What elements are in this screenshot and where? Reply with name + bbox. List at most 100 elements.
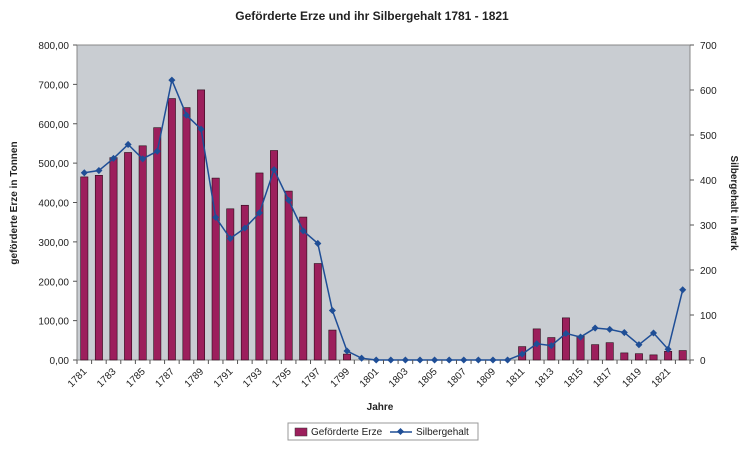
bar: [94, 175, 103, 361]
line-marker: [416, 356, 424, 364]
bar: [313, 263, 322, 361]
line-marker: [679, 286, 687, 294]
line-marker: [168, 76, 176, 84]
x-tick-label: 1799: [329, 366, 353, 390]
y2-tick-label: 100: [700, 311, 717, 322]
y2-tick-label: 700: [700, 41, 717, 52]
x-tick-label: 1793: [241, 366, 265, 390]
line-marker: [504, 356, 512, 364]
y2-tick-label: 600: [700, 86, 717, 97]
legend-label-bar: Geförderte Erze: [311, 427, 383, 438]
x-tick-label: 1805: [416, 366, 440, 390]
line-marker: [139, 155, 147, 163]
bar: [605, 342, 614, 361]
bar: [109, 157, 118, 361]
y-axis-label: geförderte Erze in Tonnen: [9, 141, 20, 264]
y2-tick-label: 200: [700, 266, 717, 277]
line-marker: [212, 213, 220, 221]
x-tick-label: 1801: [358, 366, 382, 390]
bar: [167, 98, 176, 361]
bar: [240, 204, 249, 361]
bar: [299, 216, 308, 361]
x-tick-label: 1781: [66, 366, 90, 390]
line-marker: [343, 347, 351, 355]
y2-tick-label: 0: [700, 356, 706, 367]
x-tick-label: 1819: [621, 366, 645, 390]
legend: Geförderte Erze Silbergehalt: [287, 422, 479, 441]
y2-tick-label: 500: [700, 131, 717, 142]
line-marker: [255, 209, 263, 217]
y-tick-label: 100,00: [38, 317, 69, 328]
line-marker: [460, 356, 468, 364]
chart-title: Geförderte Erze und ihr Silbergehalt 178…: [235, 9, 509, 23]
line-marker: [474, 356, 482, 364]
legend-marker-line: [396, 427, 405, 436]
bar: [182, 107, 191, 361]
bar: [80, 176, 89, 361]
bar: [620, 352, 629, 361]
bar: [153, 127, 162, 361]
bar: [649, 354, 658, 361]
line-marker: [591, 324, 599, 332]
bar: [284, 190, 293, 361]
y-tick-label: 500,00: [38, 159, 69, 170]
bar: [591, 344, 600, 361]
line-marker: [124, 140, 132, 148]
line-marker: [314, 239, 322, 247]
x-tick-label: 1789: [183, 366, 207, 390]
line-marker: [241, 224, 249, 232]
x-tick-label: 1813: [533, 366, 557, 390]
y2-tick-label: 400: [700, 176, 717, 187]
y-tick-label: 400,00: [38, 199, 69, 210]
line-marker: [649, 329, 658, 337]
x-tick-label: 1795: [270, 366, 294, 390]
line-marker: [299, 227, 307, 235]
x-tick-label: 1817: [591, 366, 615, 390]
x-tick-label: 1807: [445, 366, 469, 390]
x-tick-label: 1815: [562, 366, 586, 390]
legend-swatch-bar: [294, 427, 308, 437]
x-tick-label: 1787: [153, 366, 177, 390]
bar: [211, 177, 220, 361]
line-marker: [328, 306, 336, 315]
legend-label-line: Silbergehalt: [416, 427, 469, 438]
line-marker: [431, 356, 439, 364]
line-marker: [664, 345, 672, 353]
y-tick-label: 0,00: [50, 356, 70, 367]
y-tick-label: 200,00: [38, 277, 69, 288]
y-tick-label: 300,00: [38, 238, 69, 249]
line-marker: [401, 356, 409, 364]
bar: [343, 353, 351, 361]
line-marker: [620, 329, 628, 337]
line-marker: [577, 333, 585, 341]
x-tick-label: 1821: [650, 366, 674, 390]
line-marker: [226, 234, 234, 243]
line-marker: [489, 356, 497, 364]
x-axis-label: Jahre: [367, 402, 394, 413]
line-marker: [518, 350, 526, 358]
line-marker: [285, 196, 293, 204]
x-tick-label: 1803: [387, 366, 411, 390]
line-marker: [372, 356, 380, 364]
bar: [226, 208, 235, 361]
bar: [328, 329, 337, 361]
x-tick-label: 1809: [475, 366, 499, 390]
bar: [197, 89, 206, 361]
line-marker: [270, 166, 278, 174]
line-marker: [95, 167, 103, 175]
x-tick-label: 1783: [95, 366, 119, 390]
line-marker: [533, 340, 541, 348]
x-tick-label: 1811: [504, 366, 527, 389]
x-tick-label: 1791: [212, 366, 236, 390]
line-marker: [358, 354, 366, 362]
line-marker: [153, 147, 161, 155]
line-marker: [562, 329, 570, 337]
y-tick-label: 700,00: [38, 80, 69, 91]
x-tick-label: 1797: [299, 366, 323, 390]
y-tick-label: 800,00: [38, 41, 69, 52]
line-marker: [109, 154, 118, 162]
line-marker: [635, 341, 643, 349]
bar: [255, 172, 264, 361]
line-marker: [387, 356, 395, 364]
